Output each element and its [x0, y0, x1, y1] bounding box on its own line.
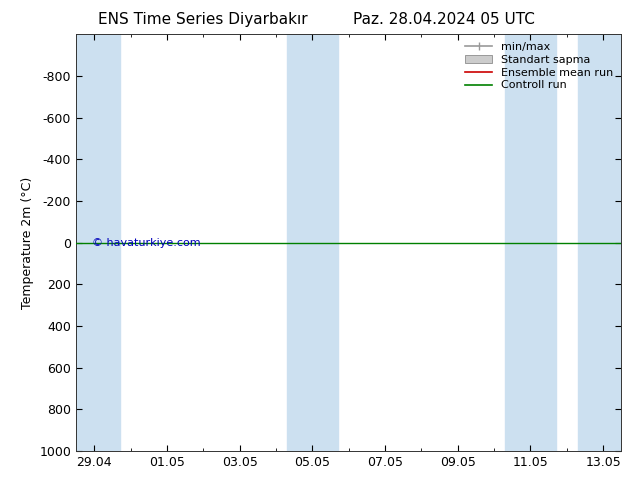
- Text: Paz. 28.04.2024 05 UTC: Paz. 28.04.2024 05 UTC: [353, 12, 534, 27]
- Bar: [287, 34, 338, 451]
- Legend: min/max, Standart sapma, Ensemble mean run, Controll run: min/max, Standart sapma, Ensemble mean r…: [462, 40, 616, 93]
- Text: ENS Time Series Diyarbakır: ENS Time Series Diyarbakır: [98, 12, 307, 27]
- Bar: [505, 34, 556, 451]
- Bar: [578, 34, 621, 451]
- Text: © havaturkiye.com: © havaturkiye.com: [93, 238, 201, 248]
- Bar: [76, 34, 120, 451]
- Y-axis label: Temperature 2m (°C): Temperature 2m (°C): [21, 176, 34, 309]
